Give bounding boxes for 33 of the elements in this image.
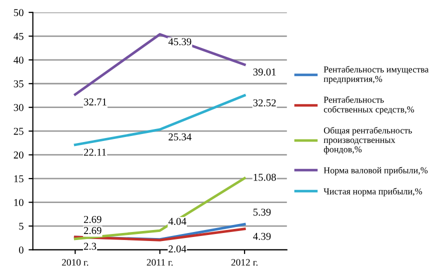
legend-label: Норма валовой прибыли,%	[324, 166, 428, 176]
y-tick-label: 20	[14, 152, 24, 159]
data-label: 4.39	[253, 232, 271, 240]
y-tick-label: 45	[14, 32, 24, 40]
y-tick-label: 15	[14, 175, 24, 182]
y-tick-label: 5	[19, 222, 24, 230]
data-label: 2.69	[84, 216, 102, 223]
data-label: 32.71	[84, 98, 106, 106]
x-tick-label: 2010 г.	[62, 259, 88, 266]
data-label: 25.34	[168, 133, 192, 140]
data-label: 22.11	[84, 148, 106, 156]
y-tick-label: 50	[14, 9, 24, 16]
y-tick-label: 35	[14, 80, 24, 88]
y-tick-label: 0	[19, 246, 24, 254]
data-label: 39.01	[253, 68, 276, 76]
x-tick-label: 2012 г.	[231, 259, 258, 266]
data-label: 4.04	[168, 218, 186, 225]
y-tick-label: 10	[14, 198, 24, 206]
legend-label: Общая рентабельность производственных фондов,%	[324, 126, 412, 154]
data-label: 45.39	[168, 38, 192, 46]
data-label: 2.3	[84, 242, 96, 250]
y-tick-label: 30	[14, 104, 24, 112]
data-label: 5.39	[253, 208, 271, 216]
data-label: 2.04	[168, 245, 186, 252]
data-label: 32.52	[253, 99, 276, 106]
x-tick-label: 2011 г.	[146, 259, 173, 266]
legend-label: Рентабельность имущества предприятия,%	[324, 66, 429, 84]
y-tick-label: 40	[14, 56, 24, 64]
legend-label: Рентабельность собственных средств,%	[324, 96, 414, 114]
data-label: 15.08	[254, 174, 276, 181]
data-label: 2.69	[84, 227, 102, 234]
legend-label: Чистая норма прибыли,%	[324, 188, 422, 196]
y-tick-label: 25	[14, 128, 24, 135]
